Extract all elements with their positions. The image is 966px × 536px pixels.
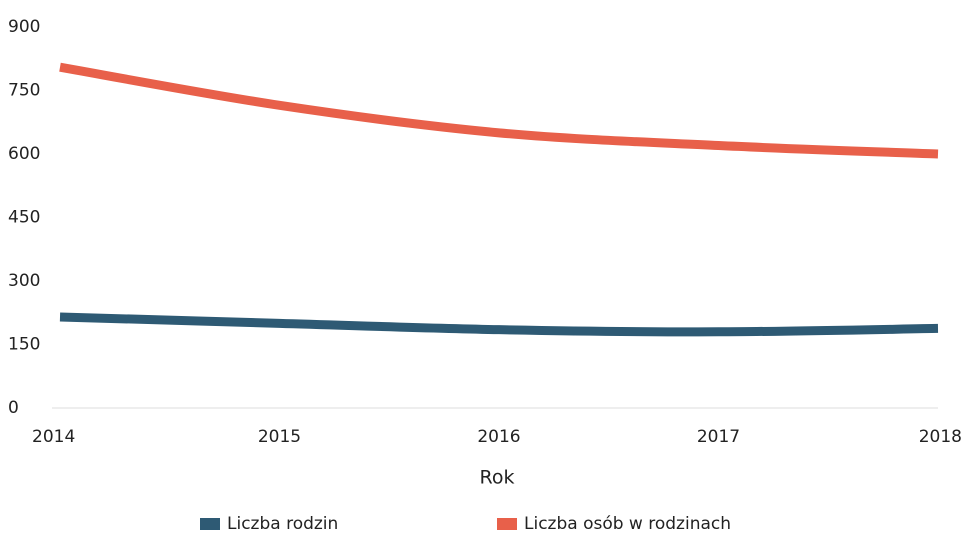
- x-tick-label: 2016: [477, 427, 520, 447]
- legend-swatch: [497, 518, 517, 530]
- legend-label: Liczba rodzin: [227, 514, 338, 534]
- y-tick-label: 450: [8, 208, 40, 228]
- x-tick-label: 2017: [697, 427, 740, 447]
- line: [59, 312, 939, 337]
- y-tick-label: 750: [8, 81, 40, 101]
- x-axis-label: Rok: [480, 467, 515, 489]
- y-tick-label: 300: [8, 271, 40, 291]
- y-tick-label: 0: [8, 398, 19, 418]
- x-tick-label: 2018: [919, 427, 962, 447]
- legend-swatch: [200, 518, 220, 530]
- line: [59, 62, 939, 159]
- x-tick-label: 2014: [32, 427, 75, 447]
- y-tick-label: 600: [8, 144, 40, 164]
- legend-label: Liczba osób w rodzinach: [524, 514, 731, 534]
- y-tick-label: 150: [8, 335, 40, 355]
- x-tick-label: 2015: [258, 427, 301, 447]
- y-tick-label: 900: [8, 17, 40, 37]
